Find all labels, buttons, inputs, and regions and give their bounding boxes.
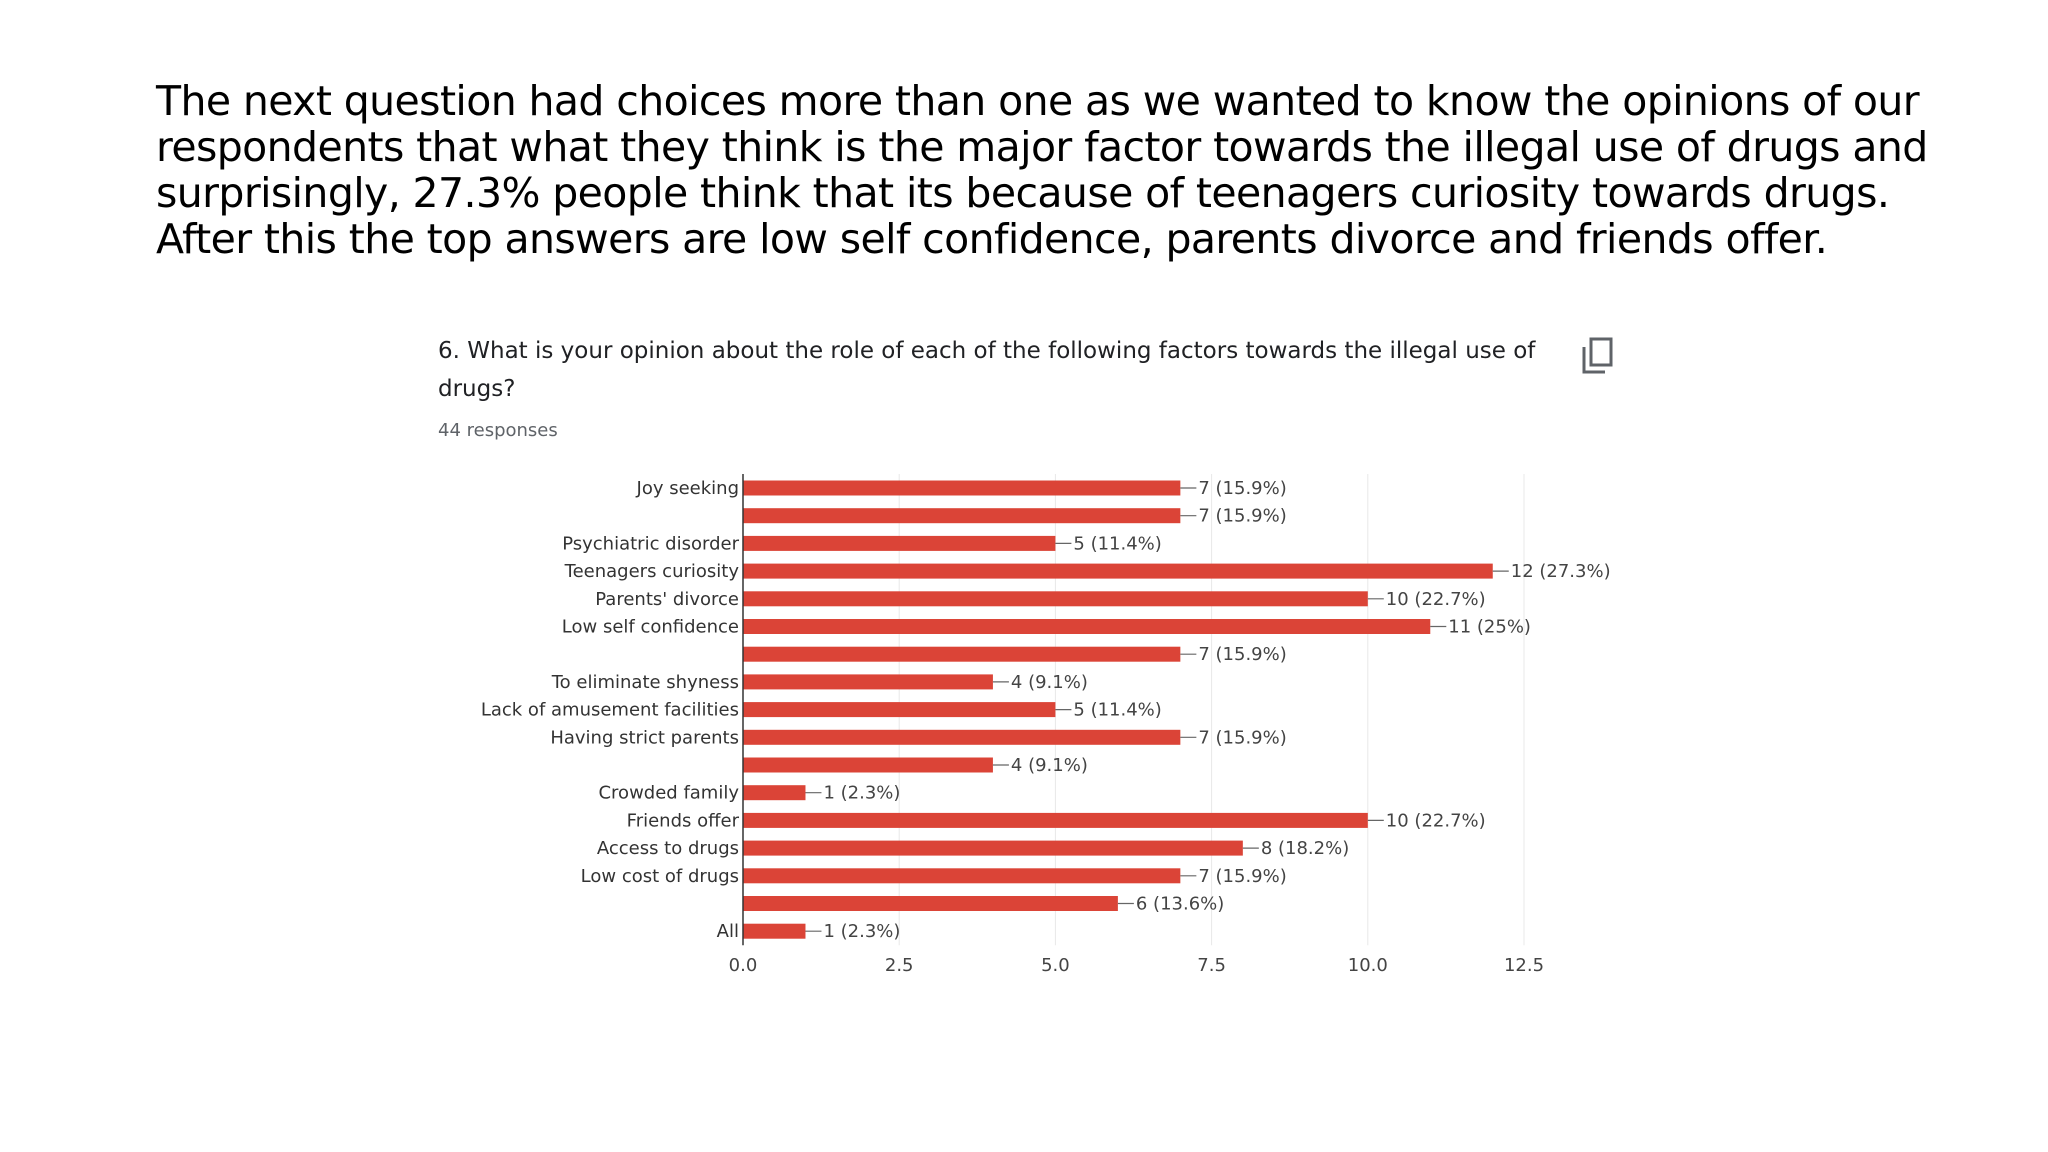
bar xyxy=(743,535,1056,551)
copy-icon[interactable] xyxy=(1580,336,1616,376)
category-label: Lack of amusement facilities xyxy=(481,700,739,721)
category-label: Joy seeking xyxy=(636,478,739,499)
bar xyxy=(743,563,1493,579)
bar xyxy=(743,785,806,801)
data-label: 1 (2.3%) xyxy=(823,921,900,942)
bar xyxy=(743,868,1181,884)
data-label: 7 (15.9%) xyxy=(1198,727,1286,748)
question-card: 6. What is your opinion about the role o… xyxy=(420,318,1650,1152)
bar xyxy=(743,702,1056,718)
data-label: 1 (2.3%) xyxy=(823,783,900,804)
x-tick-label: 0.0 xyxy=(729,955,758,976)
bar xyxy=(743,674,993,690)
data-label: 10 (22.7%) xyxy=(1386,589,1486,610)
category-label: All xyxy=(717,921,739,942)
data-label: 8 (18.2%) xyxy=(1261,838,1349,859)
data-label: 5 (11.4%) xyxy=(1073,700,1161,721)
bar-chart: 0.0 2.5 5.0 7.5 10.0 12.5 7 (15.9%) Joy seeking… xyxy=(481,474,1611,976)
x-tick-label: 7.5 xyxy=(1197,955,1226,976)
data-label: 7 (15.9%) xyxy=(1198,644,1286,665)
data-label: 10 (22.7%) xyxy=(1386,810,1486,831)
intro-paragraph: The next question had choices more than … xyxy=(156,77,1928,263)
category-label: Access to drugs xyxy=(597,838,739,859)
data-label: 12 (27.3%) xyxy=(1511,561,1611,582)
bar xyxy=(743,729,1181,745)
response-count: 44 responses xyxy=(438,420,558,441)
data-label: 7 (15.9%) xyxy=(1198,478,1286,499)
x-tick-label: 10.0 xyxy=(1348,955,1388,976)
bar xyxy=(743,508,1181,524)
bar xyxy=(743,923,806,939)
data-label: 5 (11.4%) xyxy=(1073,533,1161,554)
category-label: Psychiatric disorder xyxy=(562,533,739,554)
data-label: 4 (9.1%) xyxy=(1011,672,1088,693)
question-title: 6. What is your opinion about the role o… xyxy=(438,338,1536,402)
data-label: 6 (13.6%) xyxy=(1136,894,1224,915)
data-label: 11 (25%) xyxy=(1448,617,1531,638)
category-label: Low self confidence xyxy=(562,617,739,638)
bar xyxy=(743,896,1118,911)
x-tick-label: 2.5 xyxy=(885,955,914,976)
x-tick-label: 12.5 xyxy=(1504,955,1544,976)
category-label: Crowded family xyxy=(598,783,739,804)
category-label: To eliminate shyness xyxy=(551,672,739,693)
bar xyxy=(743,840,1243,856)
bar xyxy=(743,480,1181,496)
bar xyxy=(743,591,1368,607)
category-label: Low cost of drugs xyxy=(581,866,739,887)
category-label: Friends offer xyxy=(627,810,740,831)
category-label: Parents' divorce xyxy=(595,589,739,610)
data-label: 4 (9.1%) xyxy=(1011,755,1088,776)
bar xyxy=(743,646,1181,662)
data-label: 7 (15.9%) xyxy=(1198,866,1286,887)
bar xyxy=(743,757,993,773)
bar xyxy=(743,619,1431,634)
x-tick-label: 5.0 xyxy=(1041,955,1070,976)
category-label: Having strict parents xyxy=(550,727,739,748)
category-label: Teenagers curiosity xyxy=(564,561,740,582)
data-label: 7 (15.9%) xyxy=(1198,506,1286,527)
bar xyxy=(743,812,1368,828)
